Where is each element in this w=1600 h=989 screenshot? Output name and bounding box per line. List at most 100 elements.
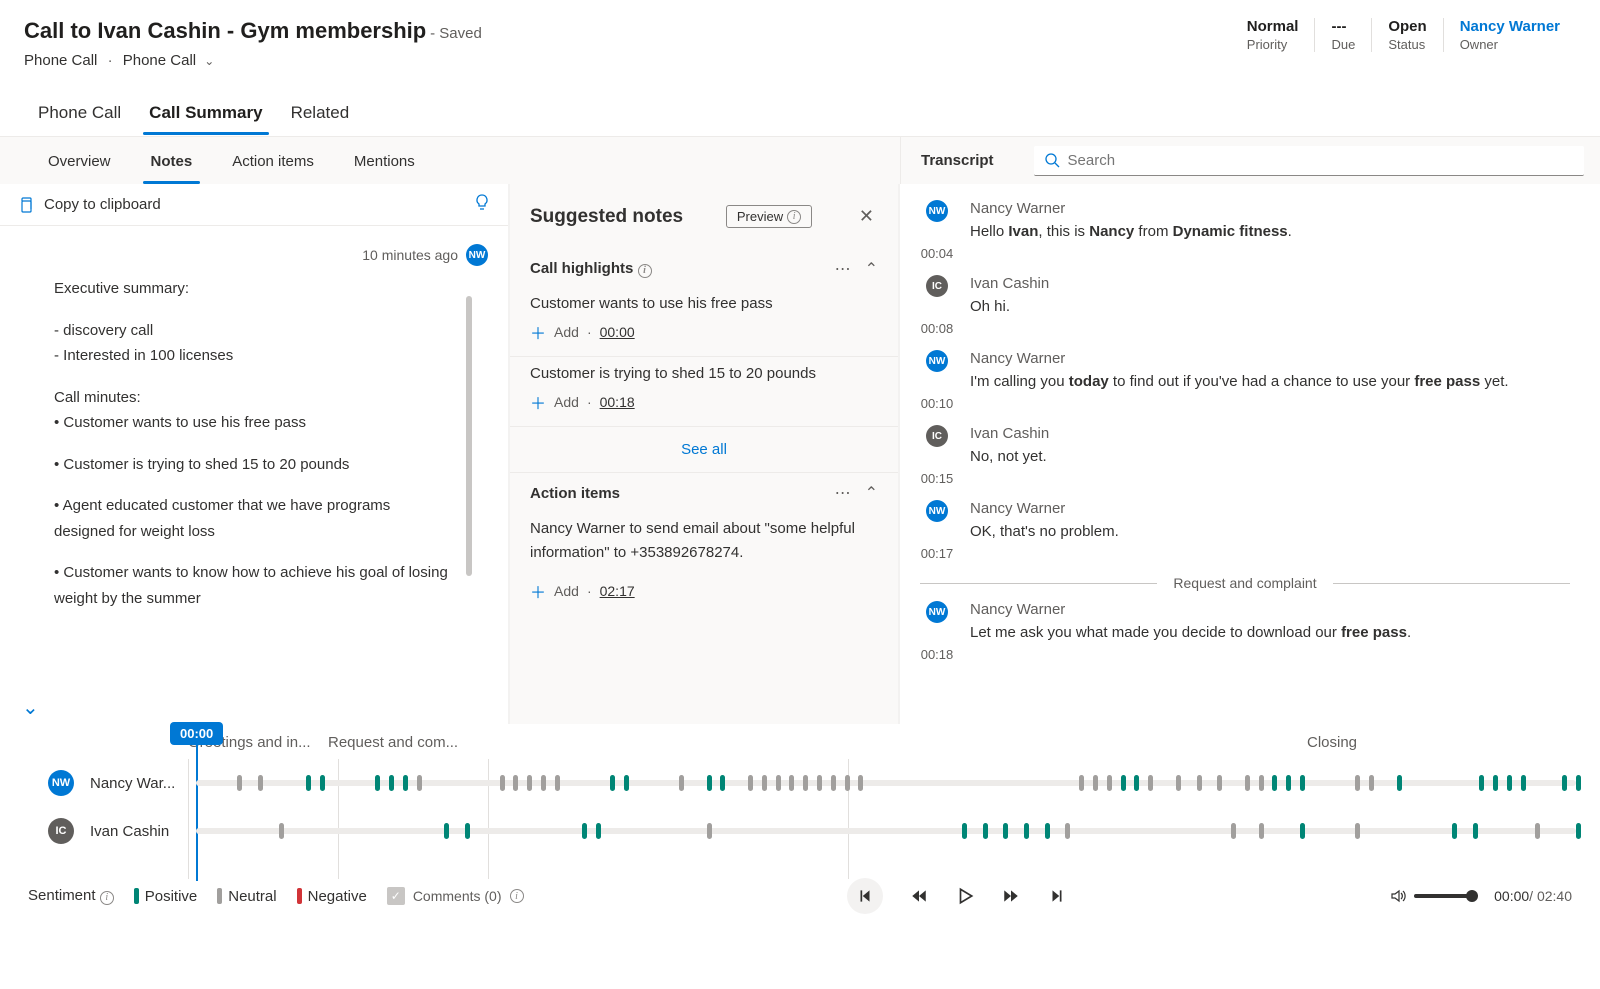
action-items-title: Action items [530,485,620,502]
sub-tab-overview[interactable]: Overview [28,137,131,184]
minute-2: • Customer is trying to shed 15 to 20 po… [54,452,448,478]
volume-slider[interactable] [1414,894,1474,898]
expand-chevron-icon[interactable]: ⌄ [22,695,39,720]
speaker-name: Ivan Cashin [90,823,180,840]
msg-text: Oh hi. [970,296,1570,319]
timeline: 00:00 Greetings and in... Request and co… [0,724,1600,863]
transcript-message[interactable]: NW00:10 Nancy WarnerI'm calling you toda… [920,350,1590,411]
plus-icon[interactable]: ＋ [530,320,546,344]
entity-subtype[interactable]: Phone Call [123,52,196,69]
more-icon[interactable]: ⋯ [835,483,851,503]
sub-tab-action-items[interactable]: Action items [212,137,334,184]
info-icon[interactable]: i [100,891,114,905]
copy-to-clipboard-button[interactable]: Copy to clipboard [18,196,161,213]
tab-phone-call[interactable]: Phone Call [24,93,135,135]
sub-tab-mentions[interactable]: Mentions [334,137,435,184]
chevron-up-icon[interactable]: ⌃ [865,483,878,503]
preview-badge: Preview i [726,205,812,228]
avatar: NW [48,770,74,796]
avatar: IC [48,818,74,844]
priority-label: Priority [1247,37,1299,52]
owner-label: Owner [1460,37,1560,52]
tab-call-summary[interactable]: Call Summary [135,93,276,135]
search-icon [1044,152,1060,168]
time-link[interactable]: 00:00 [600,324,635,340]
separator-dot: · [108,52,113,69]
msg-speaker: Nancy Warner [970,200,1570,217]
msg-speaker: Ivan Cashin [970,275,1570,292]
playback-time: 00:00/ 02:40 [1494,888,1572,904]
owner-value[interactable]: Nancy Warner [1460,18,1560,35]
minute-1: • Customer wants to use his free pass [54,414,306,431]
tab-related[interactable]: Related [277,93,364,135]
segment-closing: Closing [848,734,1576,751]
add-button[interactable]: Add [554,583,579,599]
msg-text: Hello Ivan, this is Nancy from Dynamic f… [970,221,1570,244]
notes-column: Copy to clipboard 10 minutes ago NW Exec… [0,184,510,724]
transcript-message[interactable]: NW00:18 Nancy WarnerLet me ask you what … [920,601,1590,662]
add-button[interactable]: Add [554,324,579,340]
playhead-marker[interactable]: 00:00 [170,722,223,881]
exec-bullet-1: - discovery call [54,322,153,339]
chevron-up-icon[interactable]: ⌃ [865,259,878,279]
msg-time: 00:08 [921,321,954,336]
more-icon[interactable]: ⋯ [835,259,851,279]
info-icon[interactable]: i [787,210,801,224]
transcript-column: NW00:04 Nancy WarnerHello Ivan, this is … [900,184,1600,724]
avatar: NW [926,500,948,522]
notes-scrollbar[interactable] [466,296,472,576]
msg-speaker: Nancy Warner [970,601,1570,618]
forward-button[interactable] [1001,887,1021,905]
msg-text: No, not yet. [970,446,1570,469]
comments-toggle[interactable]: ✓Comments (0) i [387,887,524,905]
time-link[interactable]: 02:17 [600,583,635,599]
lightbulb-icon[interactable] [474,194,490,215]
playback-controls [847,878,1067,914]
search-input[interactable] [1068,152,1574,169]
transcript-message[interactable]: IC 00:08 Ivan Cashin Oh hi. [920,275,1590,336]
notes-timestamp: 10 minutes ago [362,247,458,263]
info-icon[interactable]: i [510,889,524,903]
play-button[interactable] [955,887,975,905]
notes-body[interactable]: Executive summary: - discovery call- Int… [0,276,508,696]
msg-time: 00:18 [921,647,954,662]
transcript-message[interactable]: NW00:17 Nancy WarnerOK, that's no proble… [920,500,1590,561]
main-tabs: Phone Call Call Summary Related [0,93,1600,136]
action-item-1: Nancy Warner to send email about "some h… [530,511,878,571]
plus-icon[interactable]: ＋ [530,390,546,414]
speaker-track-ivan: IC Ivan Cashin [48,807,1576,855]
avatar: IC [926,425,948,447]
playhead-time: 00:00 [170,722,223,745]
msg-time: 00:15 [921,471,954,486]
info-icon[interactable]: i [638,264,652,278]
avatar: IC [926,275,948,297]
close-icon[interactable]: ✕ [855,202,878,231]
transcript-search[interactable] [1034,146,1584,176]
time-link[interactable]: 00:18 [600,394,635,410]
checkbox-icon: ✓ [387,887,405,905]
sub-tab-notes[interactable]: Notes [131,137,213,184]
call-highlights-title: Call highlights i [530,260,652,278]
add-button[interactable]: Add [554,394,579,410]
status-value: Open [1388,18,1426,35]
content-area: Copy to clipboard 10 minutes ago NW Exec… [0,184,1600,724]
msg-time: 00:17 [921,546,954,561]
speaker-name: Nancy War... [90,775,180,792]
entity-type: Phone Call [24,52,97,69]
transcript-message[interactable]: NW00:04 Nancy WarnerHello Ivan, this is … [920,200,1590,261]
msg-speaker: Nancy Warner [970,500,1570,517]
chevron-down-icon[interactable]: ⌄ [204,54,214,68]
skip-start-button[interactable] [847,878,883,914]
skip-end-button[interactable] [1047,887,1067,905]
copy-icon [18,197,34,213]
see-all-link[interactable]: See all [510,427,898,473]
volume-control[interactable] [1390,888,1474,904]
minutes-head: Call minutes: [54,389,141,406]
sentiment-track[interactable] [196,828,1576,834]
author-avatar: NW [466,244,488,266]
sentiment-track[interactable] [196,780,1576,786]
legend-negative: Negative [297,888,367,905]
plus-icon[interactable]: ＋ [530,579,546,603]
rewind-button[interactable] [909,887,929,905]
transcript-message[interactable]: IC00:15 Ivan CashinNo, not yet. [920,425,1590,486]
